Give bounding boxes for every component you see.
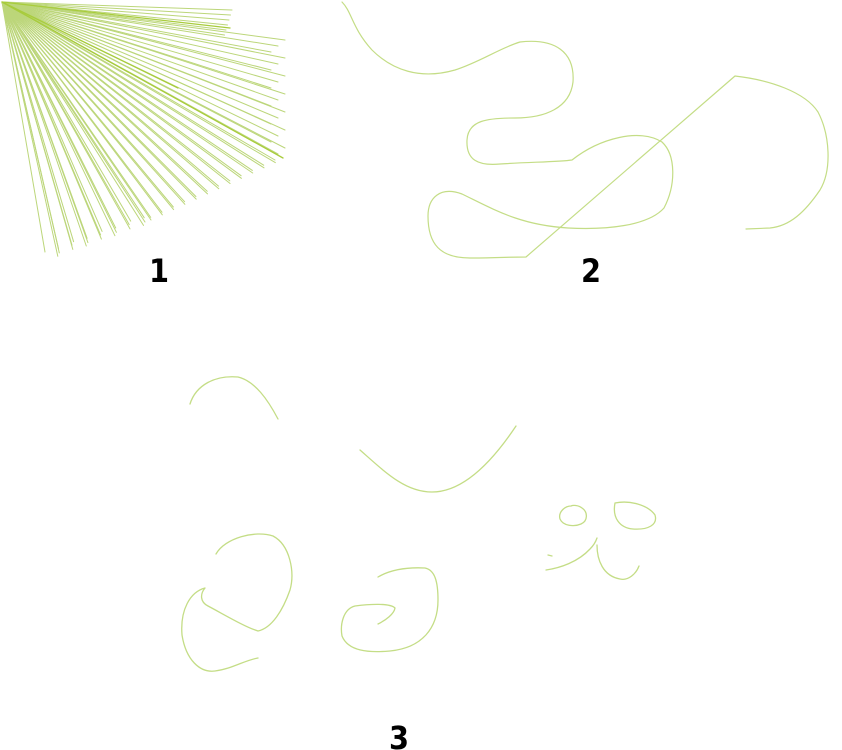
panel-3: 3 [181,376,657,750]
panel-1-fan-stroke [1,1,276,164]
panel-3-arc-stroke [189,376,279,420]
panel-1-fan-stroke [1,1,117,229]
panel-1-fan-stroke [1,1,279,83]
panel-1-fan-stroke [1,1,179,89]
panel-1-fan-stroke [1,1,163,216]
panel-2-scribble-stroke [341,1,829,259]
panel-1-fan-stroke [1,1,186,205]
panel-3-wave-stroke [596,544,640,580]
panel-1-fan-stroke [1,1,286,77]
panel-1-fan-stroke [1,1,130,226]
panel-1-fan-stroke [1,1,242,179]
panel-1-fan-stroke [1,1,59,257]
panel-1-fan-stroke [1,1,87,247]
panel-1-fan-stroke [1,1,88,239]
panel-1-fan-strokes [1,1,286,257]
panel-1-fan-stroke [1,1,286,149]
panel-1-fan-stroke [1,1,233,11]
panel-1-fan-stroke [1,1,286,41]
panel-3-hook-stroke [545,537,598,571]
panel-3-leaf-loop-stroke [613,501,657,530]
panel-1-fan-stroke [1,1,175,211]
panel-1-fan-stroke [1,1,231,29]
panel-1-label: 1 [149,252,169,290]
panel-1-fan-stroke [1,1,197,200]
panel-1-fan-stroke [1,1,144,226]
panel-1-fan-stroke [1,1,279,47]
panel-1-fan-stroke [1,1,265,169]
panel-1-fan-stroke [1,1,231,16]
panel-2: 2 [341,1,829,290]
panel-1: 1 [1,1,286,290]
panel-1-fan-stroke [1,1,279,119]
panel-1-fan-stroke [1,1,230,21]
panel-1-fan-stroke [1,1,46,253]
panel-1-fan-stroke [1,1,254,174]
panel-3-tick-stroke [547,554,553,557]
panel-1-fan-stroke [1,1,145,219]
panel-1-fan-stroke [1,1,116,237]
panel-1-fan-stroke [1,1,286,131]
panel-1-fan-stroke [1,1,73,246]
panel-1-fan-stroke [1,1,284,159]
panel-1-fan-stroke [1,1,286,95]
panel-1-fan-stroke [1,1,132,222]
panel-3-smile-stroke [359,425,517,493]
panel-3-label: 3 [389,719,409,750]
panel-1-fan-stroke [1,1,286,59]
panel-1-fan-stroke [1,1,102,236]
panel-1-fan-stroke [1,1,231,184]
panel-1-fan-stroke [1,1,208,195]
panel-1-fan-stroke [1,1,152,221]
panel-1-fan-stroke [1,1,279,65]
panel-1-fan-stroke [1,1,220,190]
panel-1-fan-stroke [1,1,272,53]
panel-3-small-loop-stroke [559,504,588,527]
panel-3-spiral-left-stroke [181,533,293,672]
panel-1-fan-stroke [1,1,286,113]
panel-2-label: 2 [581,252,601,290]
panel-1-fan-stroke [1,1,279,101]
panel-3-spiral-middle-stroke [340,567,439,653]
